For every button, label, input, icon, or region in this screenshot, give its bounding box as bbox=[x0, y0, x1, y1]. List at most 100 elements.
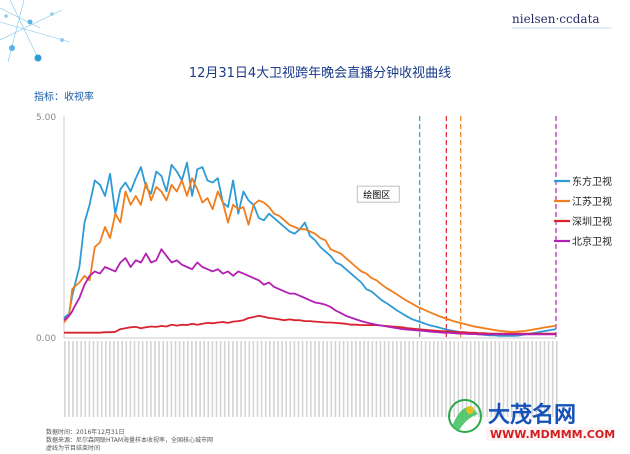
footer-notes: 数据时间：2016年12月31日 数据来源：尼尔森网联HTAM海量样本收视率，全… bbox=[46, 428, 213, 452]
series-lines bbox=[63, 161, 557, 337]
x-tick-mark bbox=[252, 341, 255, 417]
x-tick-mark bbox=[248, 341, 251, 417]
x-tick-mark bbox=[408, 341, 410, 417]
x-tick-mark bbox=[84, 341, 87, 417]
x-tick-mark bbox=[404, 341, 406, 417]
watermark-site-name: 大茂名网 bbox=[488, 402, 576, 428]
x-tick-mark bbox=[531, 341, 533, 417]
x-tick-mark bbox=[137, 341, 140, 417]
brand-logo: nielsen·ccdata bbox=[512, 12, 600, 26]
x-tick-mark bbox=[330, 341, 333, 417]
x-tick-mark bbox=[355, 341, 357, 417]
x-tick-mark bbox=[76, 341, 78, 417]
network-decoration-icon bbox=[0, 0, 71, 63]
footer-line-1: 数据时间：2016年12月31日 bbox=[46, 428, 125, 436]
x-tick-mark bbox=[297, 341, 300, 417]
x-tick-mark bbox=[117, 341, 119, 417]
x-tick-mark bbox=[277, 341, 279, 417]
x-tick-mark bbox=[88, 341, 91, 417]
x-tick-mark bbox=[494, 341, 497, 417]
x-tick-mark bbox=[392, 341, 394, 417]
x-tick-mark bbox=[543, 341, 546, 417]
x-tick-mark bbox=[240, 341, 242, 417]
x-tick-mark bbox=[232, 341, 234, 417]
x-tick-mark bbox=[412, 341, 415, 417]
x-tick-mark bbox=[396, 341, 398, 417]
x-tick-mark bbox=[351, 341, 353, 417]
x-tick-mark bbox=[305, 341, 308, 417]
tooltip-box bbox=[356, 185, 400, 203]
x-tick-mark bbox=[64, 341, 66, 417]
x-tick-mark bbox=[219, 341, 222, 417]
x-tick-mark bbox=[256, 341, 259, 417]
x-tick-mark bbox=[68, 341, 70, 417]
x-tick-mark bbox=[92, 341, 95, 417]
end-time-dashed-lines bbox=[419, 116, 557, 338]
x-tick-mark bbox=[367, 341, 369, 417]
x-tick-mark bbox=[199, 341, 201, 417]
tooltip: 绘图区 bbox=[356, 185, 400, 203]
x-tick-mark bbox=[187, 341, 189, 417]
x-tick-mark bbox=[457, 341, 460, 417]
x-tick-mark bbox=[490, 341, 492, 417]
x-tick-mark bbox=[158, 341, 160, 417]
footer-line-3: 虚线为节目结束时间 bbox=[46, 444, 100, 452]
indicator-label: 指标：收视率 bbox=[34, 90, 94, 103]
x-tick-mark bbox=[281, 341, 283, 417]
x-tick-mark bbox=[449, 341, 451, 417]
x-tick-mark bbox=[469, 341, 472, 417]
x-tick-mark bbox=[322, 341, 324, 417]
x-tick-mark bbox=[379, 341, 382, 417]
x-tick-mark bbox=[461, 341, 464, 417]
x-tick-mark bbox=[129, 341, 132, 417]
watermark-url: WWW.MDMMM.COM bbox=[490, 428, 615, 441]
x-tick-mark bbox=[400, 341, 402, 417]
watermark-logo-icon bbox=[448, 399, 482, 433]
x-tick-mark bbox=[162, 341, 164, 417]
x-tick-mark bbox=[519, 341, 521, 417]
legend-label-4: 北京卫视 bbox=[572, 235, 612, 248]
x-tick-mark bbox=[510, 341, 513, 417]
x-tick-mark bbox=[498, 341, 501, 417]
x-tick-mark bbox=[547, 341, 550, 417]
legend-label-3: 深圳卫视 bbox=[572, 215, 612, 228]
series-line-3 bbox=[64, 314, 556, 335]
x-tick-mark bbox=[260, 341, 263, 417]
x-tick-mark bbox=[264, 341, 267, 417]
x-tick-mark bbox=[375, 341, 378, 417]
x-tick-mark bbox=[133, 341, 136, 417]
x-tick-mark bbox=[416, 341, 419, 417]
x-tick-mark bbox=[269, 341, 271, 417]
x-tick-mark bbox=[465, 341, 468, 417]
x-tick-mark bbox=[203, 341, 205, 417]
x-tick-mark bbox=[174, 341, 177, 417]
x-tick-mark bbox=[326, 341, 328, 417]
x-tick-mark bbox=[445, 341, 447, 417]
tooltip-text: 绘图区 bbox=[363, 189, 390, 201]
x-tick-mark bbox=[301, 341, 304, 417]
x-tick-mark bbox=[474, 341, 476, 417]
x-tick-mark bbox=[96, 341, 99, 417]
x-tick-mark bbox=[551, 341, 554, 417]
x-tick-mark bbox=[195, 341, 197, 417]
x-tick-mark bbox=[154, 341, 156, 417]
x-tick-mark bbox=[338, 341, 341, 417]
x-tick-mark bbox=[334, 341, 337, 417]
x-tick-mark bbox=[211, 341, 214, 417]
x-tick-mark bbox=[182, 341, 185, 417]
x-tick-mark bbox=[223, 341, 226, 417]
x-tick-mark bbox=[244, 341, 246, 417]
x-tick-mark bbox=[515, 341, 517, 417]
x-tick-mark bbox=[141, 341, 144, 417]
watermark-url-bg bbox=[486, 427, 612, 441]
x-tick-mark bbox=[121, 341, 123, 417]
x-tick-mark bbox=[420, 341, 423, 417]
x-tick-mark bbox=[285, 341, 287, 417]
x-tick-mark bbox=[72, 341, 74, 417]
x-tick-mark bbox=[105, 341, 107, 417]
x-tick-mark bbox=[314, 341, 316, 417]
x-tick-mark bbox=[482, 341, 484, 417]
plot-area: 5.00 0.00 bbox=[36, 113, 558, 417]
x-tick-mark bbox=[363, 341, 365, 417]
x-tick-mark bbox=[109, 341, 111, 417]
